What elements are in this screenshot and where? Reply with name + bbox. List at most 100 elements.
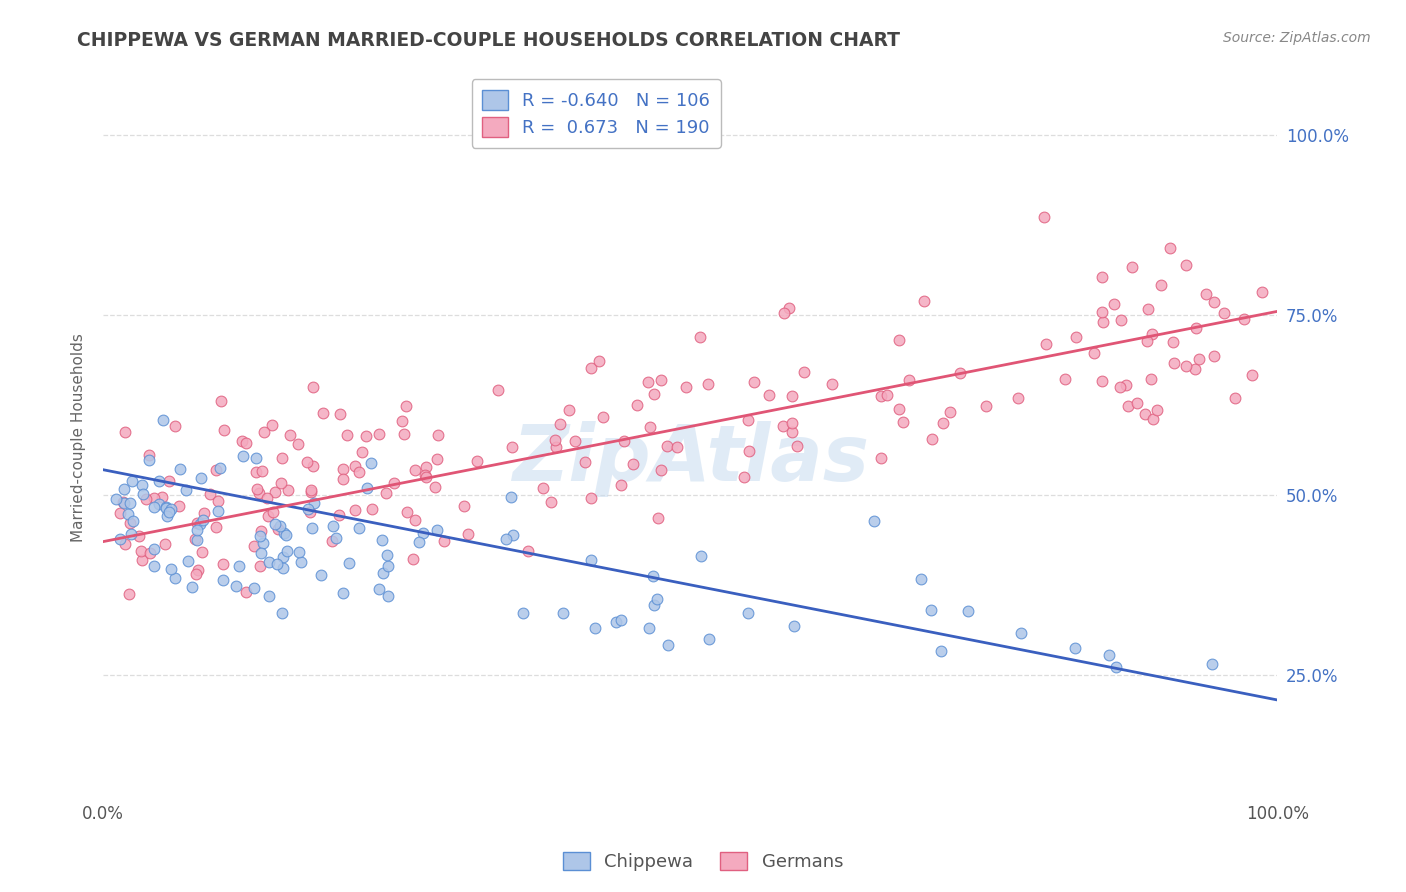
Point (643, 598, 665, 612)
Point (329, 407, 352, 421)
Point (486, 383, 509, 397)
Point (1133, 407, 1156, 421)
Point (1161, 335, 1184, 350)
Point (337, 556, 360, 570)
Point (165, 418, 187, 433)
Point (375, 486, 398, 500)
Point (657, 439, 679, 453)
Point (512, 607, 534, 621)
Point (112, 496, 135, 510)
Point (249, 529, 271, 543)
Point (1105, 660, 1128, 674)
Point (309, 568, 332, 582)
Legend: Chippewa, Germans: Chippewa, Germans (555, 845, 851, 879)
Point (245, 465, 267, 479)
Point (758, 388, 780, 402)
Point (299, 485, 322, 500)
Point (186, 533, 208, 547)
Point (1091, 270, 1114, 285)
Point (377, 589, 399, 603)
Text: CHIPPEWA VS GERMAN MARRIED-COUPLE HOUSEHOLDS CORRELATION CHART: CHIPPEWA VS GERMAN MARRIED-COUPLE HOUSEH… (77, 31, 900, 50)
Point (191, 545, 214, 559)
Point (120, 516, 142, 530)
Point (274, 528, 297, 542)
Point (112, 482, 135, 496)
Point (413, 467, 436, 482)
Point (250, 464, 273, 478)
Point (1092, 315, 1115, 329)
Point (181, 580, 204, 594)
Point (257, 590, 280, 604)
Point (502, 527, 524, 541)
Point (550, 417, 572, 431)
Point (1184, 362, 1206, 376)
Point (793, 365, 815, 379)
Point (190, 516, 212, 531)
Point (328, 508, 350, 522)
Point (613, 434, 636, 448)
Point (457, 527, 479, 541)
Point (142, 558, 165, 573)
Point (426, 523, 449, 537)
Point (264, 484, 287, 499)
Point (214, 423, 236, 437)
Point (184, 533, 207, 547)
Point (266, 558, 288, 572)
Point (583, 622, 606, 636)
Point (235, 585, 257, 599)
Point (412, 525, 434, 540)
Point (1035, 336, 1057, 351)
Point (637, 621, 659, 635)
Point (976, 399, 998, 413)
Point (1102, 297, 1125, 311)
Point (243, 581, 266, 595)
Point (737, 443, 759, 458)
Point (104, 491, 127, 506)
Point (138, 453, 160, 467)
Point (396, 505, 419, 519)
Point (249, 558, 271, 573)
Point (186, 567, 208, 582)
Point (138, 448, 160, 462)
Point (371, 566, 394, 581)
Point (887, 401, 910, 416)
Point (257, 555, 280, 569)
Point (870, 450, 893, 465)
Point (1159, 241, 1181, 255)
Point (277, 483, 299, 497)
Point (367, 427, 389, 442)
Point (153, 537, 176, 551)
Point (772, 419, 794, 434)
Point (263, 516, 285, 531)
Point (778, 301, 800, 315)
Point (205, 463, 228, 477)
Point (148, 497, 170, 511)
Point (395, 399, 418, 413)
Point (501, 440, 523, 454)
Point (863, 514, 886, 528)
Point (143, 500, 166, 515)
Point (910, 572, 932, 586)
Point (733, 470, 755, 484)
Y-axis label: Married-couple Households: Married-couple Households (72, 333, 86, 541)
Point (246, 482, 269, 496)
Point (344, 459, 367, 474)
Point (1241, 368, 1264, 382)
Point (207, 493, 229, 508)
Point (1083, 346, 1105, 360)
Point (256, 509, 278, 524)
Point (1091, 305, 1114, 319)
Point (321, 533, 343, 548)
Point (392, 427, 415, 442)
Point (114, 537, 136, 551)
Point (425, 480, 447, 494)
Point (1090, 374, 1112, 388)
Point (1250, 285, 1272, 300)
Point (190, 471, 212, 485)
Point (143, 491, 166, 505)
Point (465, 453, 488, 467)
Point (325, 531, 347, 545)
Point (198, 487, 221, 501)
Text: Source: ZipAtlas.com: Source: ZipAtlas.com (1223, 31, 1371, 45)
Point (415, 470, 437, 484)
